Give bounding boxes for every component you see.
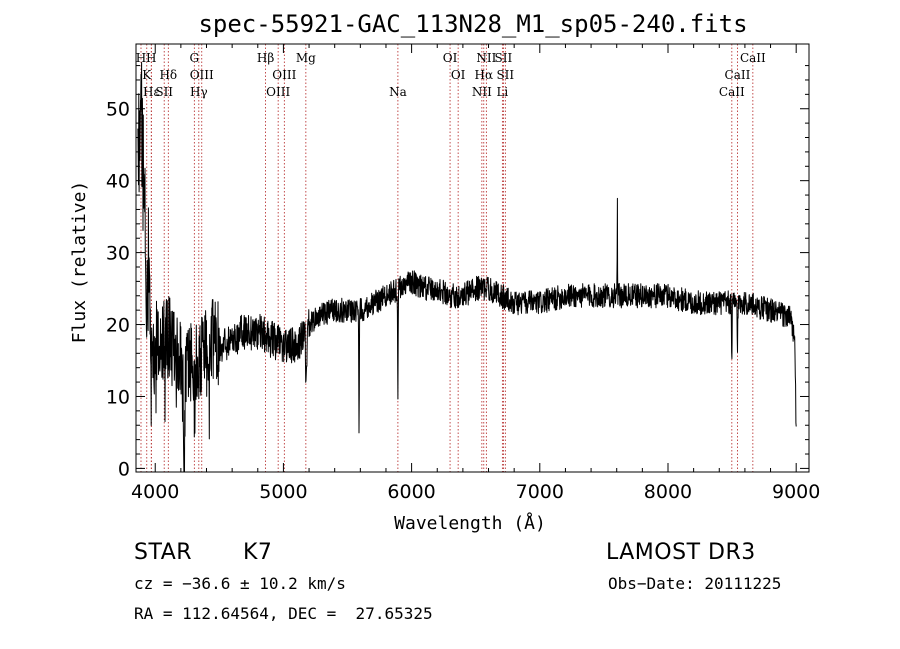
observation-date: Obs−Date: 20111225 (608, 574, 782, 593)
line-label-11: OIII (272, 68, 296, 82)
line-label-5: Hδ (159, 68, 177, 82)
x-tick-label-5000: 5000 (259, 481, 307, 503)
x-tick-label-6000: 6000 (387, 481, 435, 503)
line-label-13: Na (389, 85, 407, 99)
ra-dec-coordinates: RA = 112.64564, DEC = 27.65325 (134, 604, 433, 623)
y-tick-label-20: 20 (106, 315, 130, 337)
x-tick-label-4000: 4000 (131, 481, 179, 503)
line-label-17: NII (476, 51, 496, 65)
line-label-19: SII (495, 51, 513, 65)
line-label-6: G (190, 51, 200, 65)
line-label-22: CaII (719, 85, 745, 99)
y-tick-label-10: 10 (106, 386, 130, 408)
line-label-3: Hε (143, 85, 160, 99)
line-label-20: SII (496, 68, 514, 82)
line-label-8: OIII (190, 68, 214, 82)
line-label-1: K (142, 68, 152, 82)
y-tick-label-30: 30 (106, 243, 130, 265)
plot-frame (135, 43, 810, 473)
x-axis-ticks: 4000 5000 6000 7000 8000 9000 (131, 44, 820, 503)
y-axis-ticks: 0 10 20 30 40 50 (106, 65, 809, 480)
line-label-12: Mg (296, 51, 316, 65)
spectral-line-markers (140, 44, 754, 472)
line-label-2: H (146, 51, 156, 65)
line-label-24: CaII (740, 51, 766, 65)
line-label-4: SII (155, 85, 173, 99)
line-label-18: Hα (474, 68, 493, 82)
chart-title: spec-55921-GAC_113N28_M1_sp05-240.fits (198, 10, 747, 38)
spectrum-chart: spec-55921-GAC_113N28_M1_sp05-240.fits H… (69, 10, 820, 534)
line-label-23: CaII (725, 68, 751, 82)
x-axis-label: Wavelength (Å) (394, 512, 546, 534)
line-label-0: H (136, 51, 146, 65)
spectral-line-labels: HKHHεSIIHδGHγOIIIHβOIIIOIIIMgNaOIOINIINI… (136, 51, 766, 99)
x-tick-label-7000: 7000 (516, 481, 564, 503)
spectrum-series (137, 62, 797, 473)
line-label-9: Hβ (257, 51, 274, 65)
object-subclass: K7 (243, 540, 273, 565)
line-label-15: OI (451, 68, 466, 82)
x-tick-label-8000: 8000 (644, 481, 692, 503)
line-label-10: OIII (266, 85, 290, 99)
y-axis-label: Flux (relative) (69, 181, 90, 344)
y-tick-label-0: 0 (118, 458, 130, 480)
y-tick-label-50: 50 (106, 99, 130, 121)
y-tick-label-40: 40 (106, 171, 130, 193)
line-label-21: Li (496, 85, 508, 99)
survey-name: LAMOST DR3 (606, 540, 756, 565)
redshift-cz: cz = −36.6 ± 10.2 km/s (134, 574, 346, 593)
x-tick-label-9000: 9000 (772, 481, 820, 503)
object-class: STAR (134, 540, 193, 565)
spectrum-line (137, 62, 797, 473)
line-label-14: OI (443, 51, 458, 65)
line-label-7: Hγ (190, 85, 208, 99)
line-label-16: NII (472, 85, 492, 99)
